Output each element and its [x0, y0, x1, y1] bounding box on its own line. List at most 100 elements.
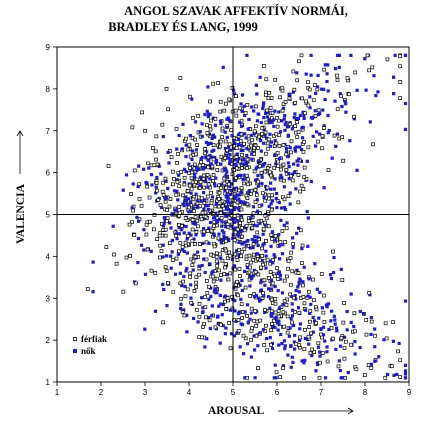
point-ferfiak [254, 324, 259, 328]
point-nok [232, 206, 236, 210]
point-nok [259, 149, 263, 153]
point-ferfiak [177, 249, 181, 254]
point-ferfiak [223, 248, 228, 253]
point-ferfiak [188, 154, 193, 159]
point-nok [300, 359, 304, 363]
point-ferfiak [202, 185, 206, 190]
point-nok [391, 75, 396, 79]
point-nok [307, 277, 311, 281]
point-nok [167, 161, 171, 165]
point-ferfiak [286, 266, 290, 271]
point-nok [205, 109, 209, 113]
point-nok [251, 274, 255, 278]
point-nok [291, 360, 295, 365]
point-nok [220, 229, 224, 233]
point-ferfiak [139, 203, 144, 208]
point-nok [248, 317, 252, 321]
point-nok [314, 91, 318, 95]
point-nok [233, 309, 237, 313]
point-nok [403, 101, 408, 106]
point-ferfiak [306, 334, 311, 339]
point-nok [130, 206, 134, 210]
point-nok [204, 204, 208, 208]
point-nok [162, 216, 166, 220]
point-nok [245, 342, 250, 346]
point-nok [207, 297, 211, 301]
point-ferfiak [174, 211, 179, 216]
point-ferfiak [222, 108, 227, 113]
point-nok [223, 189, 227, 193]
point-nok [111, 224, 115, 228]
point-ferfiak [335, 107, 340, 112]
point-ferfiak [308, 319, 312, 324]
point-nok [203, 270, 207, 275]
point-nok [237, 173, 241, 178]
point-nok [326, 131, 330, 135]
point-ferfiak [273, 77, 278, 82]
point-nok [232, 227, 236, 231]
point-nok [277, 270, 281, 274]
point-nok [241, 144, 245, 148]
point-nok [288, 202, 292, 206]
point-ferfiak [314, 307, 319, 312]
point-ferfiak [266, 137, 271, 142]
point-nok [255, 178, 259, 182]
point-nok [187, 210, 191, 214]
point-ferfiak [205, 131, 210, 135]
point-nok [273, 284, 277, 289]
point-ferfiak [214, 255, 219, 259]
point-nok [290, 302, 294, 306]
point-ferfiak [389, 364, 394, 369]
point-nok [139, 243, 144, 247]
point-nok [170, 238, 175, 243]
point-nok [193, 175, 197, 180]
point-ferfiak [284, 274, 289, 279]
point-nok [208, 177, 212, 181]
point-ferfiak [223, 262, 228, 266]
point-nok [272, 253, 276, 257]
point-nok [255, 252, 259, 256]
point-nok [337, 359, 341, 363]
point-ferfiak [220, 126, 225, 131]
point-ferfiak [213, 116, 218, 121]
point-nok [373, 327, 377, 331]
point-ferfiak [364, 318, 369, 322]
point-nok [278, 257, 282, 261]
point-nok [263, 283, 267, 287]
point-nok [210, 136, 214, 141]
point-ferfiak [167, 204, 172, 209]
point-nok [334, 67, 338, 71]
point-nok [121, 188, 125, 192]
point-nok [276, 288, 280, 293]
point-ferfiak [222, 181, 227, 186]
point-nok [240, 288, 245, 293]
point-ferfiak [288, 292, 292, 297]
point-nok [239, 124, 244, 128]
point-nok [222, 168, 227, 172]
point-ferfiak [278, 95, 282, 100]
point-nok [252, 294, 257, 299]
point-nok [245, 153, 249, 158]
x-tick-label: 5 [231, 388, 236, 397]
point-ferfiak [297, 59, 301, 64]
point-ferfiak [329, 326, 334, 330]
point-nok [207, 241, 211, 245]
point-nok [290, 127, 295, 131]
point-ferfiak [261, 262, 265, 267]
point-ferfiak [219, 185, 223, 190]
point-nok [226, 238, 231, 242]
point-ferfiak [130, 125, 135, 130]
point-ferfiak [383, 321, 388, 326]
point-nok [335, 329, 339, 333]
point-nok [273, 255, 277, 259]
point-ferfiak [311, 98, 316, 103]
point-nok [262, 242, 266, 246]
point-nok [241, 352, 246, 356]
point-nok [235, 331, 239, 335]
point-nok [248, 274, 252, 279]
point-ferfiak [209, 118, 213, 123]
point-nok [279, 173, 283, 177]
point-ferfiak [219, 322, 223, 327]
point-nok [200, 263, 204, 268]
